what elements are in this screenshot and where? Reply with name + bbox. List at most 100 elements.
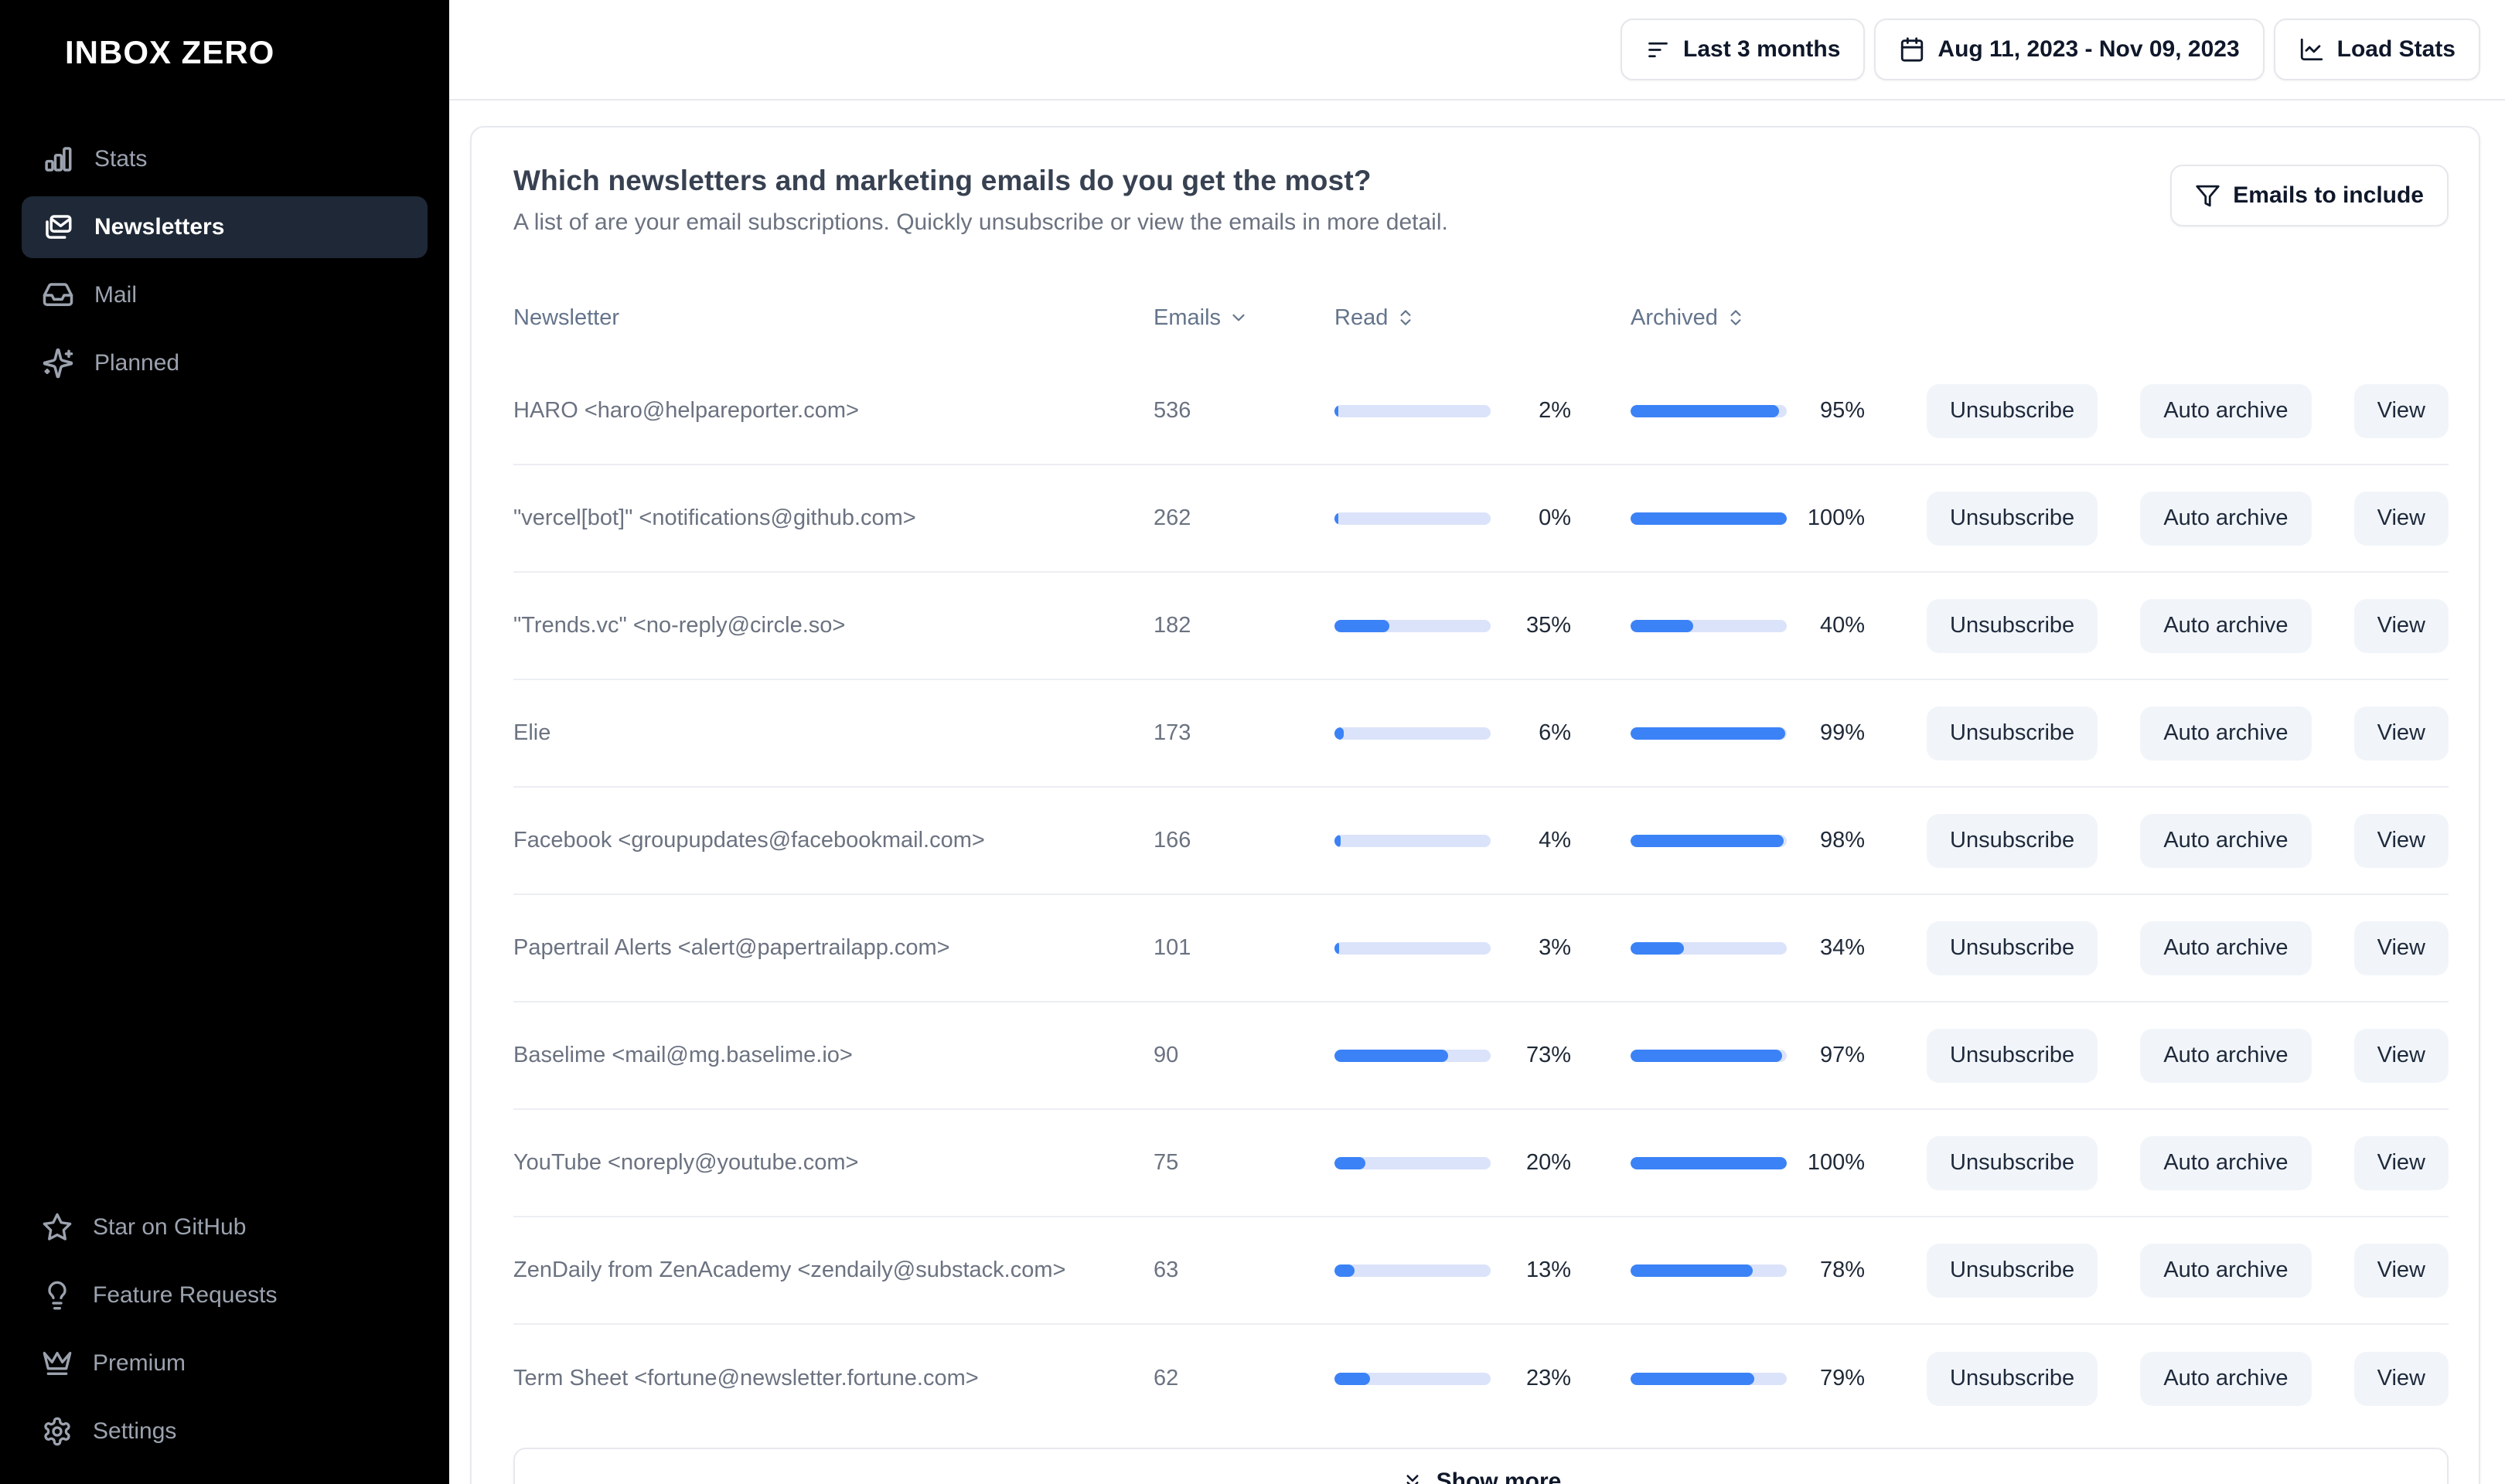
read-bar-fill [1334,727,1345,740]
unsubscribe-button[interactable]: Unsubscribe [1927,921,2098,975]
archived-progress-bar [1631,404,1787,417]
view-button[interactable]: View [2353,1135,2449,1190]
view-button[interactable]: View [2353,921,2449,975]
sidebar-item-planned[interactable]: Planned [22,332,428,394]
view-button[interactable]: View [2353,598,2449,653]
newsletter-name: "vercel[bot]" <notifications@github.com> [513,505,916,530]
sidebar-item-settings[interactable]: Settings [22,1401,428,1462]
archived-cell: 100% [1571,1150,1865,1176]
archived-percent: 40% [1819,613,1865,638]
chevrons-up-down-icon [1726,308,1746,328]
read-progress-bar [1334,1372,1491,1385]
unsubscribe-button[interactable]: Unsubscribe [1927,706,2098,761]
view-button[interactable]: View [2353,1028,2449,1083]
sidebar-item-stats[interactable]: Stats [22,128,428,190]
newsletter-name: ZenDaily from ZenAcademy <zendaily@subst… [513,1258,1066,1282]
read-progress-bar [1334,404,1491,417]
emails-count: 262 [1154,505,1191,530]
chevrons-down-icon [1401,1470,1424,1484]
archived-percent: 34% [1819,935,1865,960]
topbar: Last 3 months Aug 11, 2023 - Nov 09, 202… [449,0,2505,100]
archived-percent: 78% [1819,1258,1865,1282]
column-read[interactable]: Read [1334,305,1571,331]
column-archived[interactable]: Archived [1571,305,1865,331]
sidebar-item-label: Newsletters [94,214,225,240]
content-area: Which newsletters and marketing emails d… [449,100,2505,1484]
row-actions: Unsubscribe Auto archive View [1865,813,2449,868]
view-button[interactable]: View [2353,383,2449,438]
view-button[interactable]: View [2353,1351,2449,1406]
emails-count: 182 [1154,613,1191,638]
read-cell: 3% [1334,935,1571,961]
archived-percent: 99% [1819,720,1865,745]
archived-bar-fill [1631,512,1787,525]
auto-archive-button[interactable]: Auto archive [2140,921,2312,975]
show-more-button[interactable]: Show more [513,1448,2449,1484]
unsubscribe-button[interactable]: Unsubscribe [1927,491,2098,546]
auto-archive-button[interactable]: Auto archive [2140,706,2312,761]
unsubscribe-button[interactable]: Unsubscribe [1927,598,2098,653]
sidebar-item-premium[interactable]: Premium [22,1333,428,1394]
read-bar-fill [1334,1372,1371,1385]
unsubscribe-button[interactable]: Unsubscribe [1927,1351,2098,1406]
sidebar-item-label: Premium [93,1350,186,1376]
date-preset-button[interactable]: Last 3 months [1621,19,1866,80]
archived-progress-bar [1631,834,1787,847]
load-stats-button[interactable]: Load Stats [2273,19,2480,80]
view-button[interactable]: View [2353,1243,2449,1298]
auto-archive-button[interactable]: Auto archive [2140,813,2312,868]
unsubscribe-button[interactable]: Unsubscribe [1927,1243,2098,1298]
unsubscribe-button[interactable]: Unsubscribe [1927,383,2098,438]
newsletter-name: Term Sheet <fortune@newsletter.fortune.c… [513,1366,979,1390]
date-preset-label: Last 3 months [1683,36,1841,62]
read-percent: 2% [1539,398,1571,423]
archived-progress-bar [1631,727,1787,740]
emails-to-include-button[interactable]: Emails to include [2170,165,2449,226]
emails-count: 75 [1154,1150,1179,1175]
view-button[interactable]: View [2353,491,2449,546]
crown-icon [42,1348,73,1379]
panel-header: Which newsletters and marketing emails d… [513,128,2449,236]
app-logo: INBOX ZERO [65,34,275,70]
table-body: HARO <haro@helpareporter.com> 536 2% 95%… [513,358,2449,1432]
read-percent: 35% [1525,613,1571,638]
view-button[interactable]: View [2353,706,2449,761]
view-button[interactable]: View [2353,813,2449,868]
archived-bar-fill [1631,1264,1753,1277]
newsletter-name: HARO <haro@helpareporter.com> [513,398,859,423]
row-actions: Unsubscribe Auto archive View [1865,598,2449,653]
read-cell: 2% [1334,398,1571,424]
date-range-button[interactable]: Aug 11, 2023 - Nov 09, 2023 [1874,19,2265,80]
archived-cell: 100% [1571,505,1865,531]
sidebar-item-label: Feature Requests [93,1282,278,1308]
auto-archive-button[interactable]: Auto archive [2140,383,2312,438]
archived-cell: 99% [1571,720,1865,746]
read-progress-bar [1334,619,1491,632]
auto-archive-button[interactable]: Auto archive [2140,1135,2312,1190]
auto-archive-button[interactable]: Auto archive [2140,491,2312,546]
read-percent: 4% [1539,828,1571,853]
column-emails[interactable]: Emails [1154,305,1334,331]
sidebar-item-mail[interactable]: Mail [22,264,428,326]
filter-lines-icon [1645,37,1671,63]
archived-percent: 79% [1819,1366,1865,1390]
archived-progress-bar [1631,941,1787,955]
unsubscribe-button[interactable]: Unsubscribe [1927,1135,2098,1190]
auto-archive-button[interactable]: Auto archive [2140,1028,2312,1083]
archived-bar-fill [1631,619,1693,632]
auto-archive-button[interactable]: Auto archive [2140,1351,2312,1406]
table-row: Facebook <groupupdates@facebookmail.com>… [513,788,2449,895]
auto-archive-button[interactable]: Auto archive [2140,1243,2312,1298]
date-range-label: Aug 11, 2023 - Nov 09, 2023 [1938,36,2240,62]
unsubscribe-button[interactable]: Unsubscribe [1927,813,2098,868]
emails-count: 173 [1154,720,1191,745]
read-bar-fill [1334,834,1341,847]
sidebar-item-star-on-github[interactable]: Star on GitHub [22,1196,428,1258]
sidebar-item-feature-requests[interactable]: Feature Requests [22,1264,428,1326]
sidebar-item-newsletters[interactable]: Newsletters [22,196,428,258]
row-actions: Unsubscribe Auto archive View [1865,921,2449,975]
newsletter-name: Elie [513,720,551,745]
sidebar-item-label: Planned [94,350,180,376]
unsubscribe-button[interactable]: Unsubscribe [1927,1028,2098,1083]
auto-archive-button[interactable]: Auto archive [2140,598,2312,653]
